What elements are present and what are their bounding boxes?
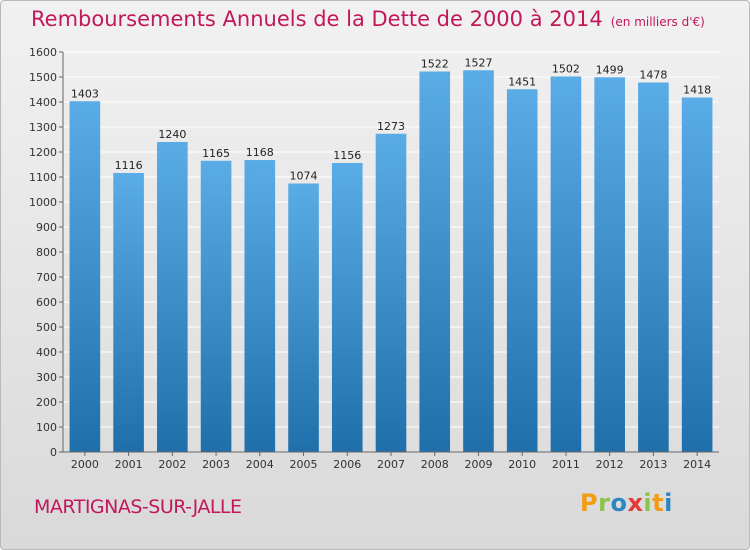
bar-2000 [69,101,101,452]
logo-letter: i [643,489,653,517]
bar-2014 [681,97,713,452]
chart-unit-text: (en milliers d'€) [610,15,705,29]
axes: 0 100 200 300 400 500 600 700 800 900 1000 1100 1200… [29,46,719,471]
x-tick-label-2011: 2011 [552,458,580,471]
x-tick-label-2014: 2014 [683,458,711,471]
value-label-2004: 1168 [246,146,274,159]
x-tick-label-2006: 2006 [333,458,361,471]
y-tick-label: 1600 [29,46,57,59]
logo-letter: o [610,489,628,517]
bar-2008 [419,71,451,452]
y-tick-label: 200 [36,396,57,409]
value-label-2002: 1240 [158,128,186,141]
y-tick-label: 1300 [29,121,57,134]
value-label-2007: 1273 [377,120,405,133]
y-tick-label: 0 [50,446,57,459]
logo-letter: x [627,489,644,517]
y-tick-label: 1500 [29,71,57,84]
proxiti-logo: Proxiti [580,489,673,517]
x-tick-label-2012: 2012 [596,458,624,471]
y-tick-label: 100 [36,421,57,434]
y-tick-label: 1200 [29,146,57,159]
y-tick-label: 1000 [29,196,57,209]
x-tick-label-2013: 2013 [639,458,667,471]
value-label-2006: 1156 [333,149,361,162]
y-tick-label: 1100 [29,171,57,184]
bar-2012 [594,77,625,452]
x-tick-label-2010: 2010 [508,458,536,471]
y-tick-label: 300 [36,371,57,384]
chart-title: Remboursements Annuels de la Dette de 20… [31,7,705,31]
y-tick-label: 1400 [29,96,57,109]
x-tick-label-2007: 2007 [377,458,405,471]
bar-2007 [375,133,407,452]
bar-2004 [244,160,276,452]
bar-2003 [200,160,232,452]
value-label-2010: 1451 [508,75,536,88]
x-tick-label-2001: 2001 [115,458,143,471]
logo-letter: r [598,489,611,517]
bar-2013 [638,82,669,452]
value-label-2011: 1502 [552,63,580,76]
bar-2002 [157,142,188,452]
value-label-2005: 1074 [290,170,318,183]
y-tick-label: 700 [36,271,57,284]
value-label-2012: 1499 [596,63,624,76]
bar-2005 [288,183,319,452]
bar-2009 [463,70,494,452]
x-tick-label-2008: 2008 [421,458,449,471]
place-name: MARTIGNAS-SUR-JALLE [34,496,242,518]
x-tick-label-2002: 2002 [158,458,186,471]
value-label-2009: 1527 [464,56,492,69]
value-label-2001: 1116 [115,159,143,172]
x-tick-label-2009: 2009 [464,458,492,471]
y-tick-label: 400 [36,346,57,359]
logo-letter: P [580,489,599,517]
bar-2011 [550,76,582,452]
chart-title-text: Remboursements Annuels de la Dette de 20… [31,7,603,31]
logo-letter: i [664,489,673,517]
y-tick-label: 500 [36,321,57,334]
value-label-2003: 1165 [202,147,230,160]
x-tick-label-2004: 2004 [246,458,274,471]
y-tick-label: 900 [36,221,57,234]
logo-letter: t [652,489,665,517]
bars [69,70,713,452]
x-tick-label-2000: 2000 [71,458,99,471]
bar-2001 [113,173,144,452]
x-tick-label-2003: 2003 [202,458,230,471]
bar-2010 [506,89,538,452]
value-label-2014: 1418 [683,84,711,97]
value-labels: 1403 1116 1240 1165 1168 1074 1156 1273 1522 1527… [71,56,711,182]
y-tick-label: 800 [36,246,57,259]
value-label-2008: 1522 [421,58,449,71]
x-tick-label-2005: 2005 [290,458,318,471]
y-tick-label: 600 [36,296,57,309]
bar-2006 [331,163,363,452]
value-label-2013: 1478 [639,69,667,82]
value-label-2000: 1403 [71,87,99,100]
